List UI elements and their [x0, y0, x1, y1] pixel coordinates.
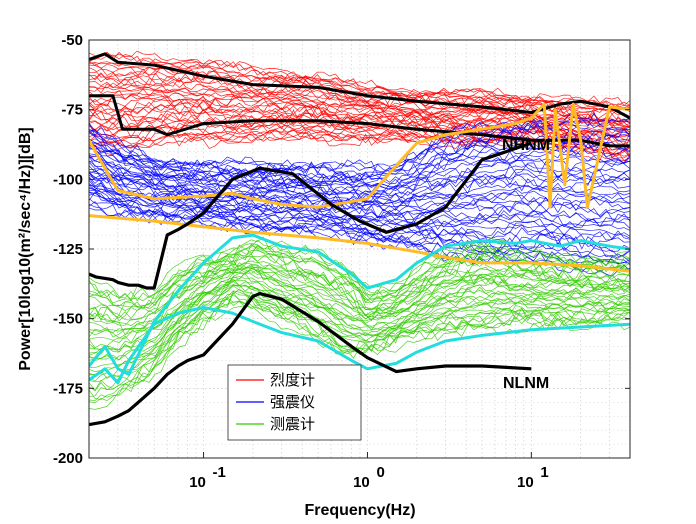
- y-ticks: -50 -75 -100 -125 -150 -175 -200: [53, 32, 630, 467]
- x-ticks: 10 -1 10 0 10 1: [189, 452, 549, 491]
- trace-line: [89, 119, 630, 155]
- red-upper-bound: [89, 52, 630, 120]
- y-tick-label: -50: [61, 32, 83, 49]
- x-tick-exponent: 1: [540, 464, 548, 481]
- trace-line: [89, 262, 630, 338]
- trace-line: [89, 285, 630, 372]
- trace-line: [89, 54, 630, 110]
- legend: 烈度计 强震仪 测震计: [227, 364, 362, 441]
- trace-line: [89, 272, 630, 350]
- trace-line: [89, 245, 630, 316]
- bounds: [89, 52, 630, 385]
- x-axis-label: Frequency(Hz): [304, 502, 415, 519]
- trace-line: [89, 250, 630, 308]
- trace-line: [89, 160, 630, 212]
- trace-line: [89, 66, 630, 111]
- y-tick-label: -75: [61, 102, 83, 119]
- trace-line: [89, 72, 630, 125]
- trace-line: [89, 170, 630, 209]
- trace-line: [89, 183, 630, 231]
- trace-line: [89, 266, 630, 333]
- blue-upper-bound: [89, 102, 630, 209]
- y-tick-label: -100: [53, 171, 83, 188]
- y-tick-label: -175: [53, 380, 83, 397]
- trace-line: [89, 113, 630, 170]
- red-lower-bound: [89, 94, 630, 148]
- model-nlnm: [89, 292, 532, 427]
- traces: [89, 50, 630, 410]
- x-tick-exponent: -1: [213, 464, 226, 481]
- trace-line: [89, 192, 630, 262]
- trace-line: [89, 171, 630, 215]
- trace-line: [89, 112, 630, 178]
- trace-line: [89, 268, 630, 341]
- trace-line: [89, 172, 630, 223]
- trace-line: [89, 174, 630, 224]
- model-nhnm: [89, 141, 532, 290]
- trace-line: [89, 104, 630, 140]
- trace-line: [89, 147, 630, 189]
- trace-line: [89, 264, 630, 336]
- trace-line: [89, 96, 630, 139]
- series-1: [89, 112, 630, 277]
- trace-line: [89, 279, 630, 361]
- trace-line: [89, 122, 630, 177]
- trace-line: [89, 271, 630, 355]
- trace-line: [89, 198, 630, 264]
- x-tick-label: 10: [517, 474, 534, 491]
- trace-line: [89, 141, 630, 190]
- trace-line: [89, 284, 630, 369]
- trace-line: [89, 290, 630, 383]
- trace-line: [89, 50, 630, 107]
- series-2: [89, 236, 630, 410]
- legend-label-red: 烈度计: [270, 371, 315, 389]
- trace-line: [89, 284, 630, 376]
- blue-lower-bound: [89, 214, 630, 273]
- trace-line: [89, 98, 630, 138]
- trace-line: [89, 262, 630, 327]
- x-tick-label: 10: [189, 474, 206, 491]
- y-tick-label: -125: [53, 241, 83, 258]
- trace-line: [89, 155, 630, 199]
- annotation-nhnm: NHNM: [502, 137, 550, 154]
- x-tick-label: 10: [353, 474, 370, 491]
- trace-line: [89, 86, 630, 128]
- y-tick-label: -150: [53, 311, 83, 328]
- trace-line: [89, 142, 630, 194]
- legend-label-blue: 强震仪: [270, 393, 315, 411]
- reference-models: [89, 141, 532, 427]
- legend-label-green: 测震计: [270, 415, 315, 433]
- trace-line: [89, 191, 630, 267]
- trace-line: [89, 285, 630, 382]
- trace-line: [89, 253, 630, 324]
- trace-line: [89, 172, 630, 215]
- green-upper-bound: [89, 233, 630, 376]
- green-lower-bound: [89, 306, 630, 385]
- annotation-nlnm: NLNM: [503, 375, 549, 392]
- trace-line: [89, 51, 630, 112]
- y-axis-label: Power[10log10(m²/sec⁴/Hz)][dB]: [17, 127, 34, 371]
- trace-line: [89, 187, 630, 248]
- trace-line: [89, 239, 630, 302]
- trace-line: [89, 94, 630, 133]
- y-tick-label: -200: [53, 450, 83, 467]
- x-tick-exponent: 0: [376, 464, 384, 481]
- trace-line: [89, 291, 630, 391]
